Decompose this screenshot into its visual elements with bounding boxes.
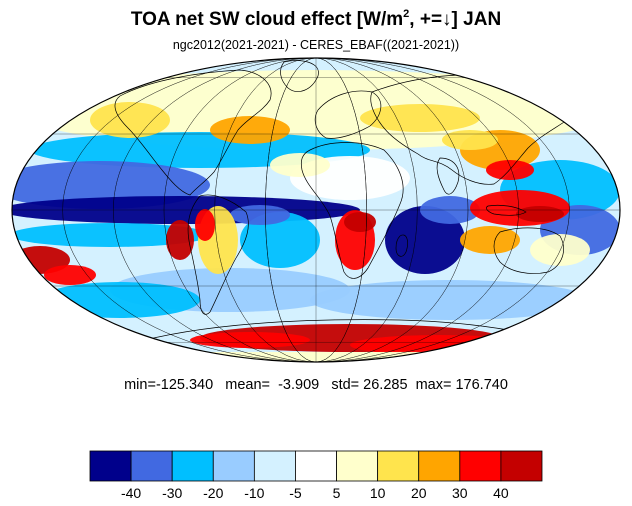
field-patch <box>344 212 376 232</box>
colorbar-box <box>336 450 379 482</box>
field-patch <box>516 206 564 222</box>
chart-subtitle: ngc2012(2021-2021) - CERES_EBAF((2021-20… <box>172 38 460 52</box>
field-patch <box>230 205 290 225</box>
field-patch <box>530 234 590 266</box>
field-patch <box>442 130 498 150</box>
australia-coast <box>493 227 564 274</box>
north-america-coast <box>114 69 272 196</box>
globe-outline <box>11 57 621 363</box>
field-patch <box>310 280 590 320</box>
colorbar-tick-label: 5 <box>333 485 341 500</box>
colorbar-tick-label: -30 <box>162 485 182 500</box>
field-patch <box>44 265 96 285</box>
colorbar-box <box>418 450 461 482</box>
stat-mean: -3.909 <box>278 377 320 393</box>
madagascar-coast <box>395 234 408 257</box>
field-patch <box>360 104 480 132</box>
stat-min: -125.340 <box>155 377 214 393</box>
colorbar-box <box>171 450 214 482</box>
stats-line: min=-125.340 mean= -3.909 std= 26.285 ma… <box>124 377 508 393</box>
field-patch <box>166 220 194 260</box>
field-patch <box>12 223 210 247</box>
chart-title: TOA net SW cloud effect [W/m2, +=↓] JAN <box>130 8 502 30</box>
field-patch <box>210 116 290 144</box>
indonesia-coast <box>486 204 527 216</box>
graticule <box>12 58 620 362</box>
colorbar-box <box>253 450 296 482</box>
colorbar-box <box>459 450 502 482</box>
world-map <box>11 57 621 363</box>
india-coast <box>436 157 460 195</box>
colorbar-box <box>89 450 132 482</box>
colorbar-box <box>377 450 420 482</box>
field-patch <box>486 160 534 180</box>
colorbar-tick-label: 30 <box>452 485 468 500</box>
colorbar-tick-label: 10 <box>370 485 386 500</box>
field-patch <box>460 226 520 254</box>
colorbar-labels: -40 -30 -20 -10 -5 5 10 20 30 40 <box>121 485 509 500</box>
colorbar-tick-label: 20 <box>411 485 427 500</box>
field-patch <box>90 102 170 138</box>
field-patch <box>270 153 330 177</box>
colorbar-box <box>212 450 255 482</box>
field-patch <box>40 282 200 318</box>
colorbar-tick-label: -10 <box>244 485 264 500</box>
colorbar-box <box>295 450 337 482</box>
map-field <box>12 58 620 362</box>
field-patch <box>240 212 320 268</box>
stat-std: 26.285 <box>363 377 408 393</box>
colorbar-tick-label: -20 <box>203 485 223 500</box>
colorbar-box <box>500 450 543 482</box>
colorbar-tick-label: 40 <box>493 485 509 500</box>
africa-coast <box>300 142 404 279</box>
colorbar-boxes <box>89 450 543 482</box>
colorbar-box <box>130 450 173 482</box>
colorbar-tick-label: -5 <box>289 485 302 500</box>
europe-coast <box>314 90 382 139</box>
stat-max: 176.740 <box>455 377 508 393</box>
greenland-coast <box>280 60 319 92</box>
field-patch <box>190 332 310 348</box>
colorbar: -40 -30 -20 -10 -5 5 10 20 30 40 <box>89 450 543 500</box>
field-patch <box>195 209 215 241</box>
colorbar-tick-label: -40 <box>121 485 141 500</box>
south-america-coast <box>187 194 249 315</box>
